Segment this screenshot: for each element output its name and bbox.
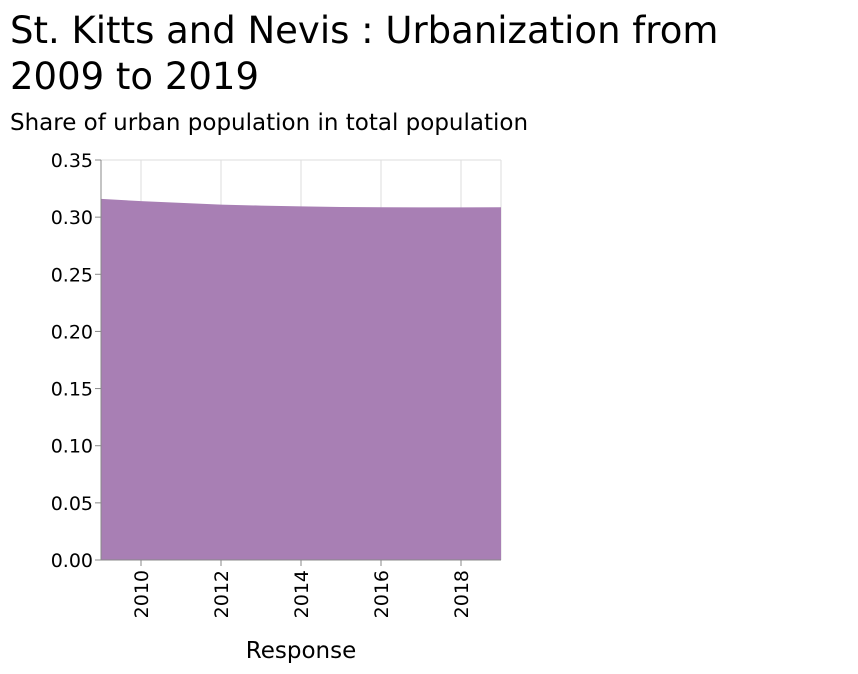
y-tick-label: 0.15 bbox=[51, 379, 93, 401]
y-tick-label: 0.30 bbox=[51, 207, 93, 229]
x-axis-title: Response bbox=[246, 638, 356, 664]
area-series bbox=[101, 198, 501, 561]
chart-title-line-2: 2009 to 2019 bbox=[10, 55, 259, 98]
y-axis-title: Share of urban population in total popul… bbox=[10, 110, 529, 136]
y-tick-label: 0.00 bbox=[51, 550, 93, 572]
x-tick-label: 2018 bbox=[451, 570, 473, 618]
area-layer bbox=[101, 198, 501, 561]
axes bbox=[95, 159, 501, 566]
y-tick-label: 0.10 bbox=[51, 436, 93, 458]
y-tick-label: 0.20 bbox=[51, 321, 93, 343]
x-tick-label: 2012 bbox=[211, 570, 233, 618]
x-tick-label: 2016 bbox=[371, 570, 393, 618]
y-tick-label: 0.05 bbox=[51, 493, 93, 515]
tick-labels: 0.00 0.05 0.10 0.15 0.20 0.25 0.30 0.35 2010 2012… bbox=[51, 150, 473, 618]
chart-title-line-1: St. Kitts and Nevis : Urbanization from bbox=[10, 9, 719, 52]
x-tick-label: 2014 bbox=[291, 570, 313, 618]
y-tick-label: 0.35 bbox=[51, 150, 93, 172]
x-tick-label: 2010 bbox=[131, 570, 153, 618]
chart-title: St. Kitts and Nevis : Urbanization from … bbox=[10, 8, 850, 100]
y-tick-label: 0.25 bbox=[51, 264, 93, 286]
